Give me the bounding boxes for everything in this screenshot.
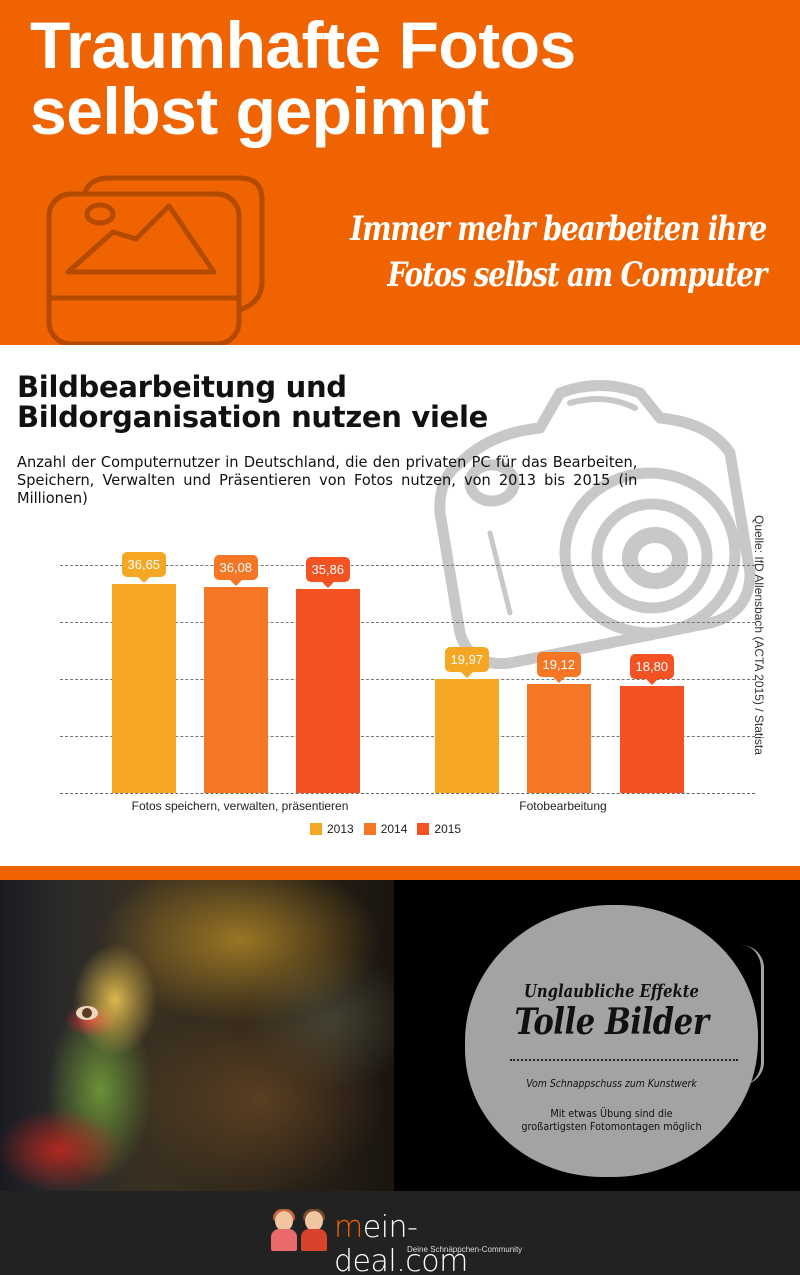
hero-title-line2: selbst gepimpt <box>30 74 489 148</box>
bar-2014-bearbeitung[interactable] <box>527 684 591 793</box>
bar-chart: 36,65 36,08 35,86 19,97 19,12 18,80 Foto… <box>60 545 755 813</box>
legend-label-2015: 2015 <box>434 822 462 836</box>
legend-item-2013[interactable]: 2013 <box>310 822 354 836</box>
value-label: 19,12 <box>536 652 582 684</box>
image-gallery-icon <box>46 175 265 345</box>
value-label: 19,97 <box>444 647 490 679</box>
bar-2014-speichern[interactable] <box>204 587 268 793</box>
photo-section: Unglaubliche Effekte Tolle Bilder Vom Sc… <box>0 880 800 1191</box>
camera-sketch-icon <box>434 380 756 670</box>
chart-title-line1: Bildbearbeitung und <box>17 370 347 404</box>
legend-item-2015[interactable]: 2015 <box>417 822 461 836</box>
footer: mein-deal.com Deine Schnäppchen-Communit… <box>0 1191 800 1275</box>
legend-swatch-2013 <box>310 823 322 835</box>
mein-deal-logo[interactable]: mein-deal.com Deine Schnäppchen-Communit… <box>267 1209 537 1275</box>
chart-legend: 2013 2014 2015 <box>310 822 461 836</box>
bar-2013-speichern[interactable] <box>112 584 176 793</box>
bar-2015-bearbeitung[interactable] <box>620 685 684 793</box>
value-label: 36,65 <box>121 552 167 584</box>
legend-label-2013: 2013 <box>327 822 354 836</box>
orange-divider <box>0 866 800 880</box>
hero-subtitle: Immer mehr bearbeiten ihre Fotos selbst … <box>350 206 767 298</box>
source-credit: Quelle: IfD Allensbach (ACTA 2015) / Sta… <box>752 515 766 755</box>
mascot-man-icon <box>299 1209 329 1251</box>
value-label: 36,08 <box>213 555 259 587</box>
mascot-woman-icon <box>269 1209 299 1251</box>
chart-title: Bildbearbeitung und Bildorganisation nut… <box>17 372 488 432</box>
badge-kicker: Unglaubliche Effekte <box>524 981 699 1002</box>
badge-text: Mit etwas Übung sind die großartigsten F… <box>521 1107 702 1133</box>
bar-2015-speichern[interactable] <box>296 588 360 793</box>
logo-m: m <box>334 1210 363 1245</box>
badge-title: Tolle Bilder <box>514 1001 709 1043</box>
hero-subtitle-line1: Immer mehr bearbeiten ihre <box>350 209 767 249</box>
gridline-10 <box>60 736 755 737</box>
legend-swatch-2015 <box>417 823 430 835</box>
bar-2013-bearbeitung[interactable] <box>435 679 499 793</box>
badge-circle: Unglaubliche Effekte Tolle Bilder Vom Sc… <box>465 905 764 1177</box>
digital-art-portrait-image <box>0 880 394 1191</box>
hero-subtitle-line2: Fotos selbst am Computer <box>387 255 767 295</box>
dotted-divider <box>510 1059 738 1061</box>
gridline-30 <box>60 622 755 623</box>
hero-title: Traumhafte Fotos selbst gepimpt <box>30 12 576 144</box>
hero-header: Traumhafte Fotos selbst gepimpt Immer me… <box>0 0 800 345</box>
logo-wordmark: mein-deal.com <box>334 1211 537 1275</box>
baseline <box>60 793 755 794</box>
value-label: 18,80 <box>629 653 675 685</box>
value-label: 35,86 <box>305 556 351 588</box>
eye-detail <box>76 1006 98 1020</box>
chart-title-line2: Bildorganisation nutzen viele <box>17 400 489 434</box>
gridline-40 <box>60 565 755 566</box>
gridline-20 <box>60 679 755 680</box>
logo-domain: ein-deal.com <box>334 1210 468 1275</box>
legend-item-2014[interactable]: 2014 <box>363 822 408 836</box>
legend-label-2014: 2014 <box>380 822 408 836</box>
legend-swatch-2014 <box>363 823 376 835</box>
chart-description: Anzahl der Computernutzer in Deutschland… <box>17 453 638 507</box>
chart-section: Bildbearbeitung und Bildorganisation nut… <box>0 345 800 866</box>
category-label-speichern: Fotos speichern, verwalten, präsentieren <box>131 799 349 813</box>
badge-subtitle: Vom Schnappschuss zum Kunstwerk <box>526 1077 697 1090</box>
logo-tagline: Deine Schnäppchen-Community <box>407 1245 523 1254</box>
hero-title-line1: Traumhafte Fotos <box>30 8 576 82</box>
category-label-bearbeitung: Fotobearbeitung <box>519 799 607 813</box>
